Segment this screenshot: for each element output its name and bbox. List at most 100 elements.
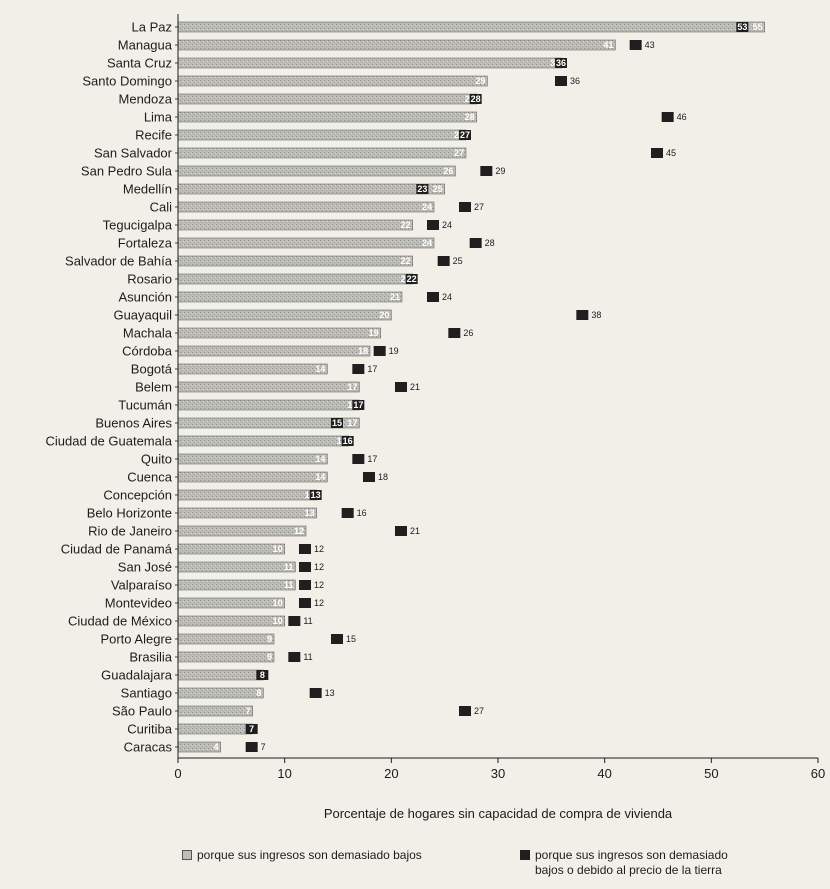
marker-land-price-value: 11: [303, 616, 312, 626]
category-label: São Paulo: [112, 704, 172, 719]
bar-low-income: [177, 129, 467, 141]
category-label: Caracas: [124, 740, 173, 755]
marker-land-price-value: 15: [346, 634, 356, 644]
marker-land-price: [352, 364, 365, 374]
x-axis-label: Porcentaje de hogares sin capacidad de c…: [324, 806, 673, 821]
bar-low-income-value: 12: [294, 526, 304, 536]
marker-land-price: [448, 328, 461, 338]
category-label: Cuenca: [127, 470, 173, 485]
category-label: Curitiba: [127, 722, 173, 737]
category-label: Salvador de Bahía: [65, 254, 173, 269]
marker-land-price: [736, 22, 749, 32]
marker-land-price-value: 12: [314, 544, 324, 554]
bar-low-income-value: 8: [256, 688, 261, 698]
x-tick-label: 60: [811, 766, 825, 781]
marker-land-price-value: 17: [367, 364, 377, 374]
x-tick-label: 10: [277, 766, 291, 781]
bar-low-income-value: 4: [214, 742, 219, 752]
marker-land-price: [459, 130, 471, 140]
bar-low-income: [177, 543, 285, 555]
bar-low-income: [177, 651, 275, 663]
bar-low-income: [177, 723, 253, 735]
x-axis: 0 10 20 30 40 50 60: [174, 14, 825, 781]
marker-land-price-value: 28: [485, 238, 495, 248]
bar-low-income-value: 24: [422, 202, 432, 212]
marker-land-price-value: 19: [389, 346, 399, 356]
bar-low-income-value: 9: [267, 634, 272, 644]
bar-low-income-value: 17: [347, 418, 357, 428]
bar-low-income: [177, 669, 264, 681]
bar-low-income: [177, 453, 328, 465]
bar-low-income-value: 14: [315, 364, 325, 374]
bar-low-income-value: 26: [443, 166, 453, 176]
marker-land-price: [555, 76, 567, 86]
marker-land-price-value: 11: [303, 652, 312, 662]
marker-land-price-value: 17: [367, 454, 377, 464]
marker-land-price: [245, 724, 258, 734]
category-label: Guadalajara: [101, 668, 173, 683]
bar-low-income: [177, 615, 285, 627]
bar-low-income-value: 20: [379, 310, 389, 320]
marker-land-price: [469, 238, 482, 248]
bar-low-income: [177, 309, 392, 321]
category-label: Recife: [135, 128, 172, 143]
category-label: Porto Alegre: [100, 632, 172, 647]
bar-low-income: [177, 705, 253, 717]
bar-low-income-value: 25: [433, 184, 443, 194]
marker-land-price: [331, 418, 343, 428]
bar-low-income: [177, 471, 328, 483]
bar-low-income-value: 27: [454, 130, 464, 140]
category-label: Managua: [118, 38, 173, 53]
bar-low-income-value: 22: [401, 256, 411, 266]
bar-low-income-value: 13: [305, 508, 315, 518]
marker-land-price-value: 27: [474, 202, 484, 212]
marker-land-price: [363, 472, 375, 482]
marker-land-price-value: 26: [463, 328, 473, 338]
bar-low-income-value: 10: [273, 616, 283, 626]
marker-land-price: [245, 742, 258, 752]
bar-low-income-value: 14: [315, 454, 325, 464]
category-label: Fortaleza: [118, 236, 173, 251]
marker-land-price: [405, 274, 418, 284]
legend-label-land-price-2: bajos o debido al precio de la tierra: [535, 863, 722, 877]
category-label: Valparaíso: [111, 578, 172, 593]
marker-land-price-value: 53: [737, 22, 747, 32]
marker-land-price-value: 16: [343, 436, 353, 446]
marker-land-price-value: 12: [314, 562, 324, 572]
marker-land-price: [352, 454, 365, 464]
bar-low-income-value: 11: [284, 580, 294, 590]
marker-land-price-value: 17: [353, 400, 363, 410]
bar-low-income: [177, 147, 467, 159]
category-label: Asunción: [119, 290, 172, 305]
bar-low-income: [177, 561, 296, 573]
marker-land-price: [341, 508, 354, 518]
marker-land-price: [459, 202, 471, 212]
category-label: Santo Domingo: [82, 74, 172, 89]
bar-low-income-value: 19: [369, 328, 379, 338]
marker-land-price-value: 29: [495, 166, 505, 176]
bar-low-income-value: 13: [305, 490, 315, 500]
bar-low-income-value: 14: [315, 472, 325, 482]
bar-low-income-value: 28: [465, 112, 475, 122]
marker-land-price: [576, 310, 589, 320]
marker-land-price: [299, 580, 311, 590]
bar-low-income: [177, 237, 435, 249]
marker-land-price-value: 23: [417, 184, 427, 194]
bar-low-income-value: 7: [246, 706, 251, 716]
bar-low-income: [177, 57, 563, 69]
marker-land-price-value: 24: [442, 292, 452, 302]
bar-low-income-value: 36: [550, 58, 560, 68]
bar-low-income: [177, 399, 360, 411]
bar-low-income-value: 27: [454, 148, 464, 158]
bar-low-income: [177, 327, 381, 339]
bar-low-income-value: 21: [390, 292, 400, 302]
bar-low-income-value: 18: [358, 346, 368, 356]
marker-land-price-value: 27: [474, 706, 484, 716]
marker-land-price: [288, 616, 301, 626]
bar-low-income: [177, 165, 456, 177]
category-label: Santa Cruz: [107, 56, 172, 71]
x-tick-label: 40: [597, 766, 611, 781]
bar-low-income: [177, 525, 307, 537]
marker-land-price-value: 13: [325, 688, 335, 698]
marker-land-price-value: 36: [570, 76, 580, 86]
